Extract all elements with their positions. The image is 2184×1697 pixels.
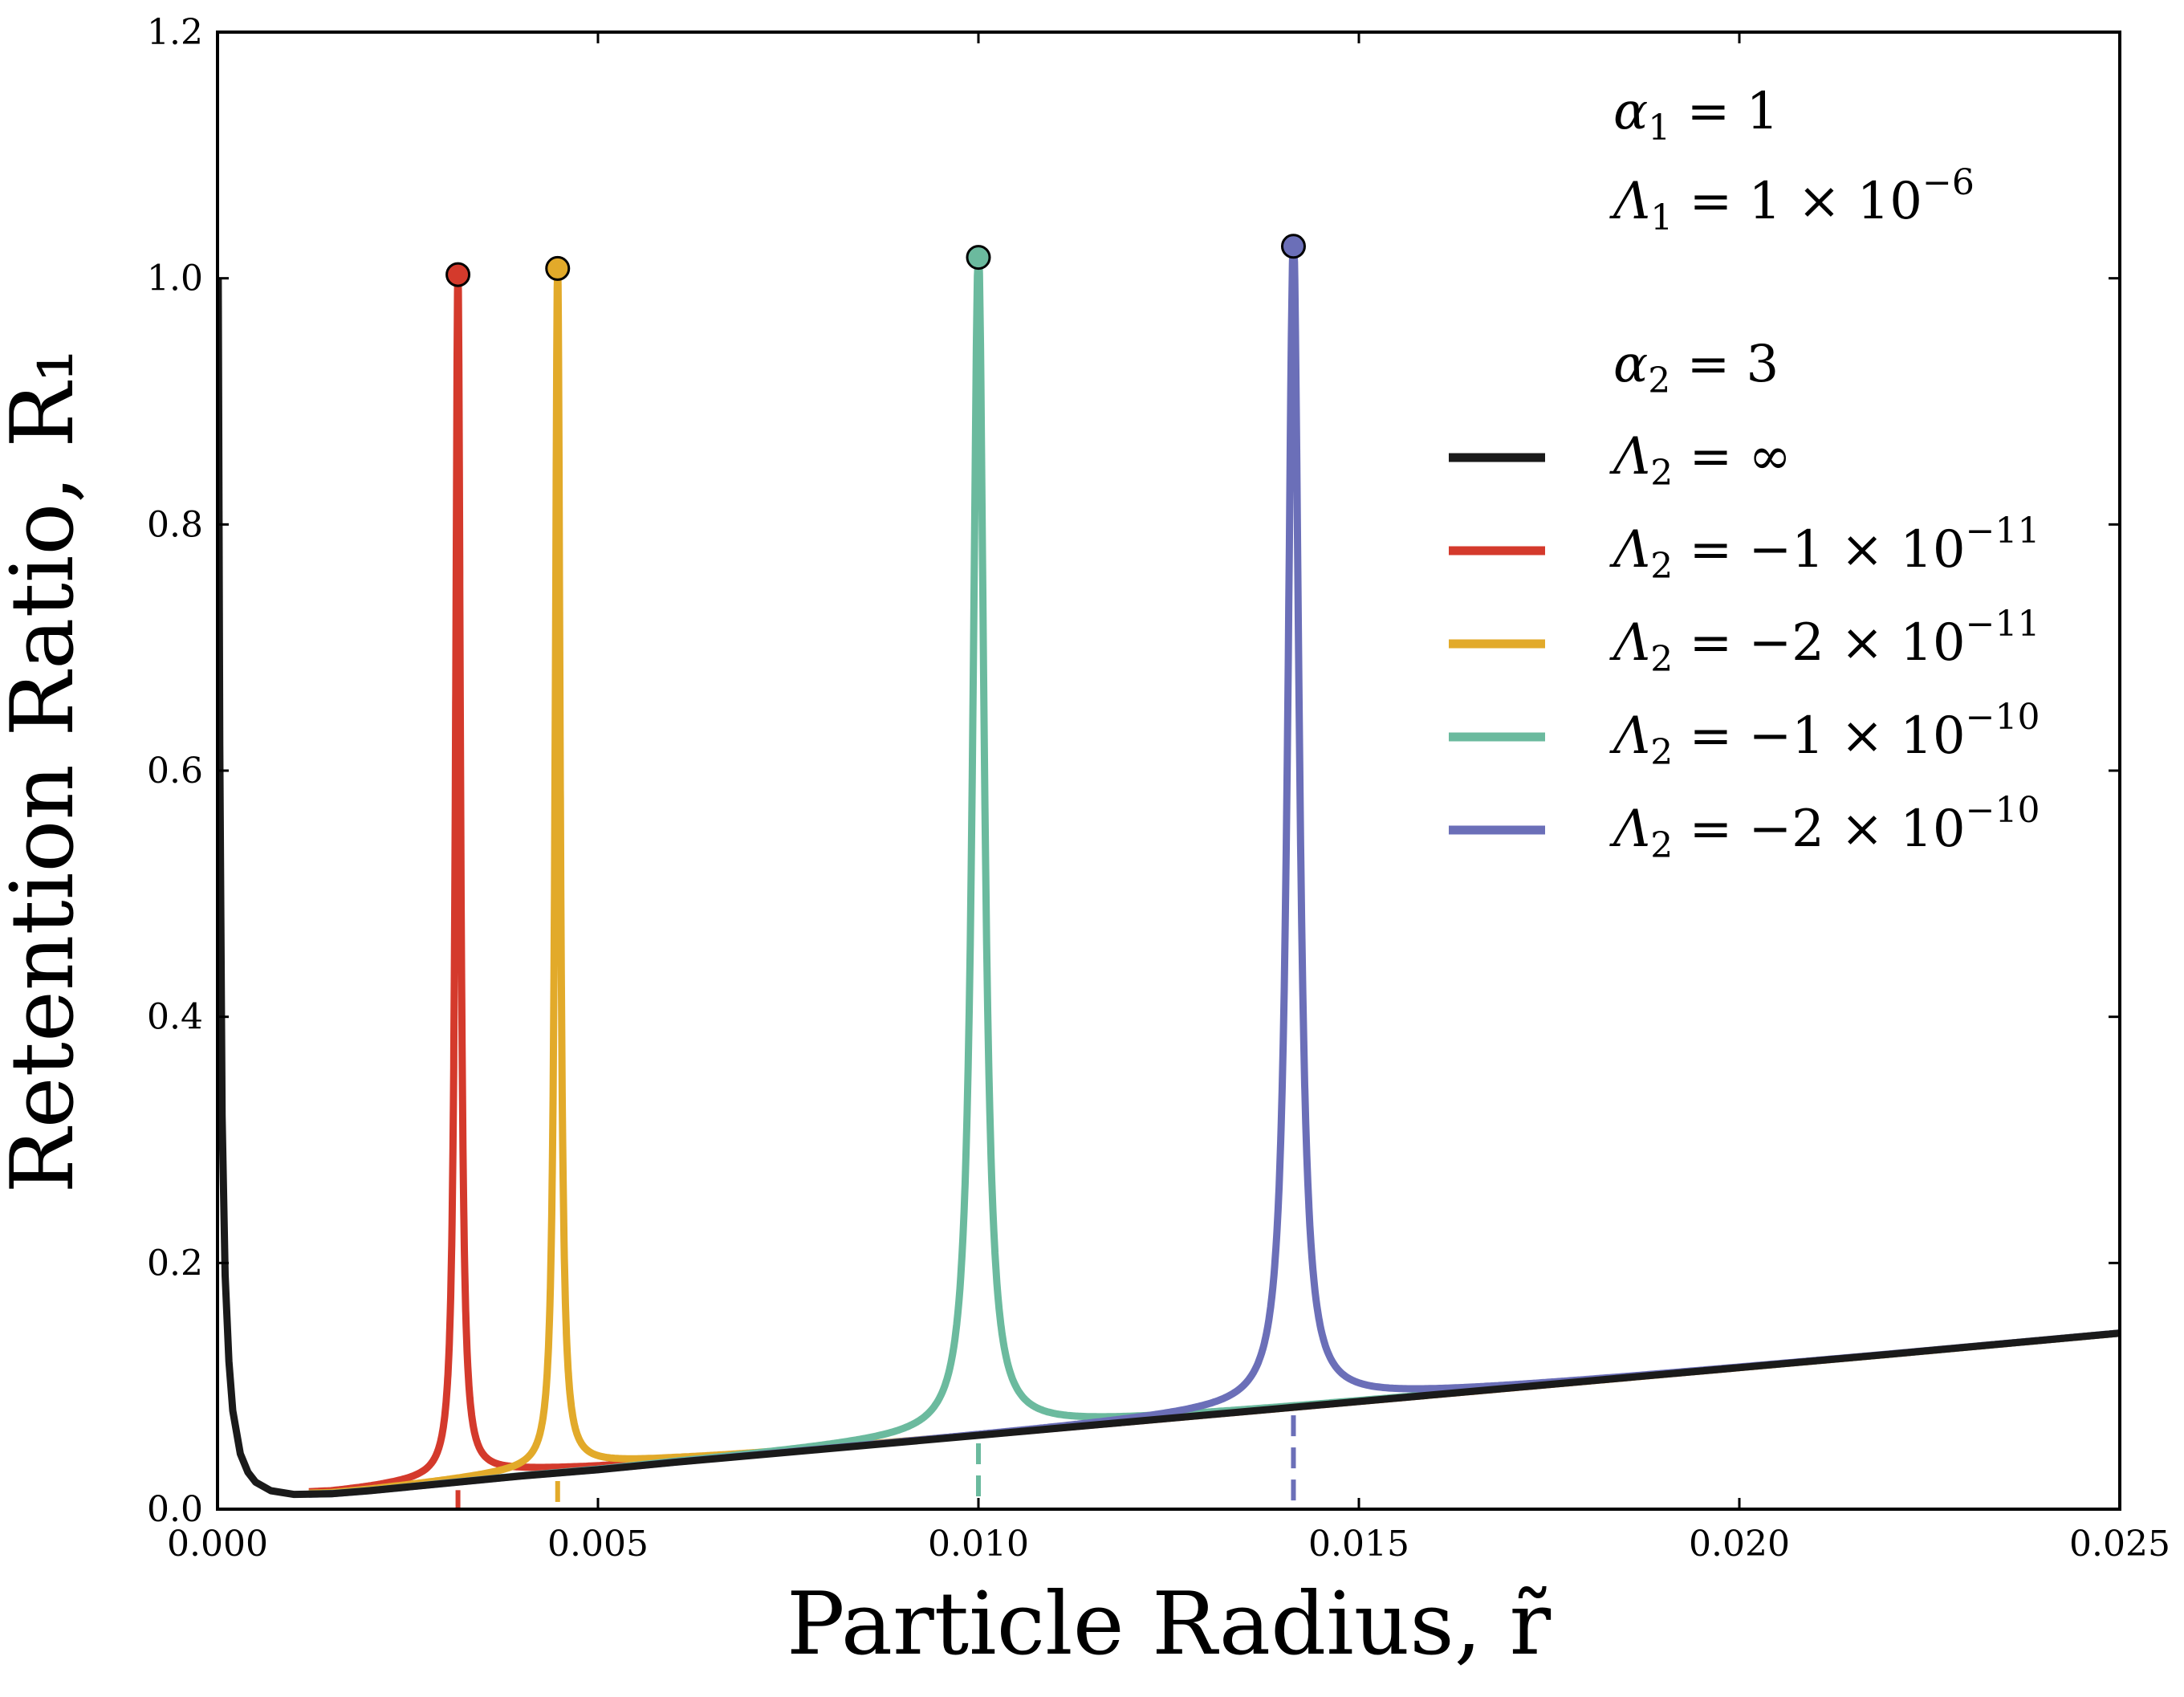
peak-marker-4 bbox=[1280, 234, 1306, 259]
x-tick-label: 0.010 bbox=[928, 1524, 1029, 1565]
legend-label-3: Λ2 = −1 × 10−10 bbox=[1609, 697, 2040, 773]
y-tick-label: 0.8 bbox=[147, 504, 203, 545]
peak-marker-1 bbox=[445, 262, 471, 287]
peak-markers bbox=[445, 234, 1306, 287]
x-tick-label: 0.005 bbox=[547, 1524, 649, 1565]
annotation-alpha1: α1 = 1 bbox=[1613, 82, 1779, 149]
legend-label-4: Λ2 = −2 × 10−10 bbox=[1609, 790, 2040, 866]
x-tick-label: 0.020 bbox=[1689, 1524, 1790, 1565]
x-tick-label: 0.025 bbox=[2069, 1524, 2170, 1565]
plot-background bbox=[218, 32, 2120, 1509]
legend-label-0: Λ2 = ∞ bbox=[1609, 427, 1792, 494]
y-tick-label: 1.2 bbox=[147, 12, 203, 53]
y-tick-label: 0.6 bbox=[147, 751, 203, 792]
annotation-lambda1: Λ1 = 1 × 10−6 bbox=[1609, 162, 1975, 238]
peak-marker-3 bbox=[966, 245, 991, 271]
x-tick-label: 0.000 bbox=[167, 1524, 268, 1565]
y-tick-label: 0.2 bbox=[147, 1243, 203, 1284]
annotation-alpha2: α2 = 3 bbox=[1613, 335, 1779, 401]
y-axis-title: Retention Ratio, R₁ bbox=[0, 348, 93, 1193]
axis-ticks: 0.000 0.005 0.010 0.015 0.020 0.025 0.0 0.2 0.4 0… bbox=[147, 12, 2170, 1565]
series-layer bbox=[218, 242, 2120, 1509]
series-line-base bbox=[218, 278, 2120, 1499]
legend: α1 = 1 Λ1 = 1 × 10−6 α2 = 3 Λ2 = ∞ Λ2 = −1 ×… bbox=[1449, 82, 2040, 866]
y-tick-label: 1.0 bbox=[147, 258, 203, 299]
x-axis-title: Particle Radius, r̃ bbox=[787, 1574, 1552, 1675]
peak-marker-2 bbox=[545, 255, 571, 281]
x-tick-label: 0.015 bbox=[1308, 1524, 1409, 1565]
y-tick-label: 0.4 bbox=[147, 997, 203, 1038]
legend-label-2: Λ2 = −2 × 10−11 bbox=[1609, 604, 2040, 680]
y-tick-label: 0.0 bbox=[147, 1489, 203, 1530]
legend-label-1: Λ2 = −1 × 10−11 bbox=[1609, 511, 2040, 587]
